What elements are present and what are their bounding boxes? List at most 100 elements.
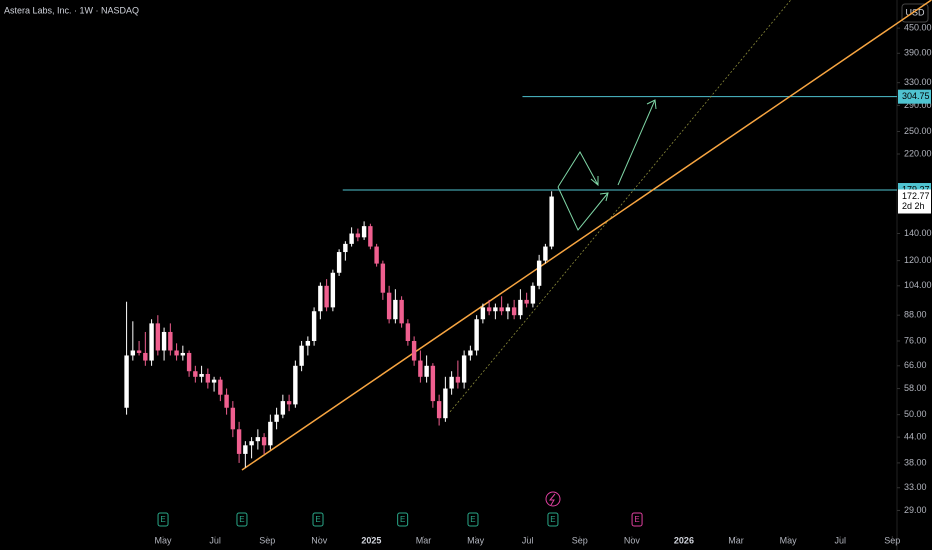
candle	[199, 365, 204, 383]
candle	[236, 421, 242, 463]
countdown-label: 2d 2h	[902, 201, 925, 211]
price-tag	[898, 89, 931, 104]
arrow-head	[590, 176, 599, 187]
candle-body	[274, 414, 279, 422]
candle-body	[468, 350, 473, 356]
candle-body	[411, 340, 417, 361]
x-tick-label: Mar	[416, 535, 432, 545]
candle-body	[211, 379, 217, 383]
y-tick-label: 140.00	[904, 228, 932, 238]
dividend-icon[interactable]	[545, 491, 561, 507]
candle-body	[424, 365, 429, 377]
candle	[505, 303, 511, 320]
candle-body	[180, 352, 186, 356]
candle	[499, 296, 504, 316]
candle	[511, 299, 517, 320]
candle-body	[174, 350, 179, 356]
y-tick-label: 104.00	[904, 280, 932, 290]
candle	[211, 376, 217, 392]
event-icon[interactable]	[467, 512, 479, 527]
candle-body	[330, 272, 336, 308]
candle	[518, 289, 523, 320]
candle	[324, 279, 329, 312]
last-price-tag	[898, 189, 931, 214]
candle	[293, 360, 298, 408]
candle-body	[261, 437, 267, 446]
candle-body	[443, 388, 448, 419]
candle-body	[311, 311, 317, 341]
arrow	[557, 151, 599, 188]
candle	[405, 319, 411, 346]
candle	[311, 307, 317, 346]
y-tick-label: 290.00	[904, 100, 932, 110]
candle-body	[161, 331, 167, 351]
x-tick-label: Sep	[572, 535, 588, 545]
candle-body	[405, 323, 411, 341]
event-label: E	[634, 515, 639, 524]
x-tick-label: 2025	[361, 535, 381, 545]
candle	[268, 414, 273, 450]
candle-body	[343, 243, 348, 253]
candle	[330, 269, 336, 312]
candle	[336, 249, 342, 276]
candle-body	[380, 263, 386, 293]
arrow	[557, 186, 609, 231]
candle-body	[493, 307, 498, 312]
candle	[443, 376, 448, 422]
x-tick-label: May	[155, 535, 173, 545]
candle	[480, 303, 486, 324]
candle-body	[299, 345, 304, 366]
candle-body	[255, 437, 261, 442]
event-icon[interactable]	[236, 512, 248, 527]
candle	[455, 360, 461, 389]
candle	[155, 315, 161, 356]
candle-body	[324, 285, 329, 308]
arrow	[617, 99, 656, 186]
candle-body	[393, 299, 398, 320]
x-tick-label: May	[467, 535, 485, 545]
candle	[355, 228, 361, 242]
candle	[249, 437, 254, 459]
trendline	[449, 0, 792, 413]
candle	[530, 282, 536, 308]
y-tick-label: 250.00	[904, 126, 932, 136]
candle	[299, 340, 304, 372]
candle-body	[243, 445, 248, 454]
candle-body	[524, 299, 529, 304]
x-tick-label: Sep	[259, 535, 275, 545]
candle-body	[518, 299, 523, 316]
candle	[149, 319, 154, 366]
candle	[449, 371, 454, 395]
candle	[386, 285, 392, 324]
candle-body	[124, 355, 129, 408]
candle	[136, 340, 142, 356]
candle	[161, 327, 167, 361]
event-icon[interactable]	[397, 512, 409, 527]
candle-body	[143, 352, 148, 361]
x-tick-label: Mar	[728, 535, 744, 545]
y-tick-label: 390.00	[904, 48, 932, 58]
event-icon[interactable]	[312, 512, 324, 527]
candle	[543, 243, 548, 264]
event-icon[interactable]	[631, 512, 643, 527]
event-label: E	[239, 515, 244, 524]
candle-body	[293, 365, 298, 405]
event-icon[interactable]	[157, 512, 169, 527]
candle	[468, 345, 473, 361]
candle-body	[449, 376, 454, 389]
candle-body	[386, 292, 392, 320]
currency-button[interactable]	[901, 3, 929, 23]
arrow-head	[599, 192, 609, 202]
currency-label[interactable]: USD	[905, 7, 925, 17]
candle	[399, 296, 404, 328]
event-icon[interactable]	[547, 512, 559, 527]
candle-body	[374, 246, 379, 264]
icon-bolt	[548, 493, 556, 506]
candle	[461, 350, 467, 389]
candle-body	[505, 307, 511, 312]
y-tick-label: 38.00	[904, 457, 927, 467]
x-tick-label: Nov	[624, 535, 641, 545]
candle-body	[186, 352, 192, 372]
